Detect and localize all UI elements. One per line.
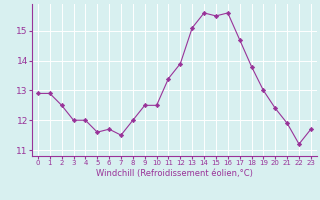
X-axis label: Windchill (Refroidissement éolien,°C): Windchill (Refroidissement éolien,°C) bbox=[96, 169, 253, 178]
